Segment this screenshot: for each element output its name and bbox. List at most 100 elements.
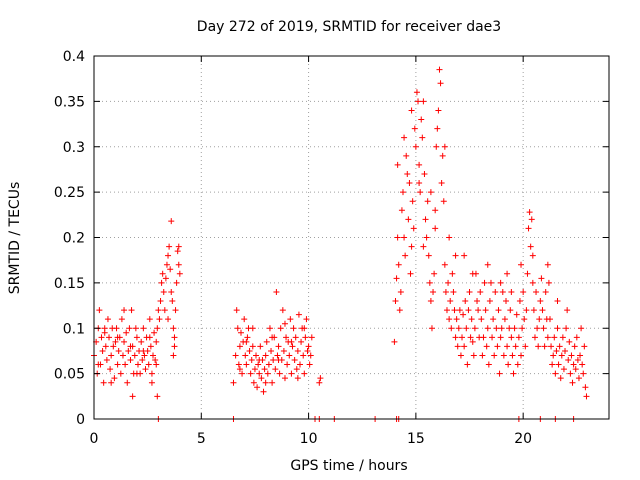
data-point — [153, 338, 160, 345]
data-point — [467, 334, 474, 341]
data-point — [262, 352, 269, 359]
data-point — [435, 107, 442, 114]
data-point — [448, 325, 455, 332]
y-tick-label: 0.05 — [54, 367, 85, 383]
data-point — [533, 288, 540, 295]
y-tick-label: 0.35 — [54, 94, 85, 110]
data-point — [573, 334, 580, 341]
data-point — [242, 352, 249, 359]
data-point — [140, 325, 147, 332]
data-point — [551, 334, 558, 341]
data-point — [554, 325, 561, 332]
data-point — [485, 361, 492, 368]
y-tick-label: 0.25 — [54, 185, 85, 201]
data-point — [432, 225, 439, 232]
data-point — [169, 298, 176, 305]
data-point — [398, 207, 405, 214]
data-point — [161, 307, 168, 314]
data-point — [531, 334, 538, 341]
data-point — [142, 366, 149, 373]
data-point — [150, 352, 157, 359]
data-point — [171, 334, 178, 341]
data-point — [537, 298, 544, 305]
data-point — [294, 375, 301, 382]
data-point — [101, 329, 108, 336]
data-point — [563, 325, 570, 332]
data-point — [501, 316, 508, 323]
data-point — [167, 266, 174, 273]
data-point — [391, 338, 398, 345]
data-point — [417, 189, 424, 196]
data-point — [525, 225, 532, 232]
data-point — [158, 279, 165, 286]
data-point — [126, 325, 133, 332]
data-point — [404, 170, 411, 177]
grid-layer — [94, 56, 609, 419]
data-point — [416, 161, 423, 168]
data-point — [154, 325, 161, 332]
data-point — [176, 270, 183, 277]
data-point — [477, 288, 484, 295]
y-tick-label: 0.15 — [54, 276, 85, 292]
data-point — [529, 279, 536, 286]
data-point — [260, 388, 267, 395]
data-point — [500, 352, 507, 359]
data-point — [401, 234, 408, 241]
data-point — [293, 366, 300, 373]
data-point — [159, 270, 166, 277]
data-point — [418, 116, 425, 123]
data-point — [247, 370, 254, 377]
data-point — [280, 347, 287, 354]
data-point — [428, 325, 435, 332]
data-point — [262, 379, 269, 386]
data-point — [108, 352, 115, 359]
data-point — [545, 279, 552, 286]
data-point — [243, 361, 250, 368]
data-point — [436, 66, 443, 73]
data-point — [492, 288, 499, 295]
data-point — [512, 343, 519, 350]
data-point — [421, 170, 428, 177]
data-point — [510, 370, 517, 377]
data-point — [95, 361, 102, 368]
data-point — [151, 329, 158, 336]
data-point — [121, 307, 128, 314]
data-point — [410, 225, 417, 232]
data-point — [578, 325, 585, 332]
data-point — [157, 298, 164, 305]
data-point — [132, 325, 139, 332]
data-point — [491, 352, 498, 359]
data-point — [437, 80, 444, 87]
data-point — [275, 357, 282, 364]
data-point — [521, 316, 528, 323]
data-point — [300, 352, 307, 359]
data-point — [523, 307, 530, 314]
data-point — [289, 343, 296, 350]
data-point — [569, 379, 576, 386]
data-point — [442, 288, 449, 295]
chart-title: Day 272 of 2019, SRMTID for receiver dae… — [197, 19, 501, 35]
data-point — [568, 352, 575, 359]
data-point — [301, 370, 308, 377]
data-point — [516, 298, 523, 305]
data-point — [411, 125, 418, 132]
data-point — [426, 279, 433, 286]
data-point — [170, 325, 177, 332]
data-point — [232, 352, 239, 359]
data-point — [464, 361, 471, 368]
data-point — [548, 343, 555, 350]
data-point — [131, 352, 138, 359]
data-point — [288, 370, 295, 377]
data-point — [407, 270, 414, 277]
data-point — [140, 347, 147, 354]
data-point — [439, 152, 446, 159]
data-point — [166, 243, 173, 250]
data-point — [434, 125, 441, 132]
data-point — [462, 298, 469, 305]
data-point — [451, 307, 458, 314]
data-point — [497, 279, 504, 286]
data-point — [550, 352, 557, 359]
data-point — [432, 207, 439, 214]
data-point — [122, 361, 129, 368]
data-point — [307, 352, 314, 359]
